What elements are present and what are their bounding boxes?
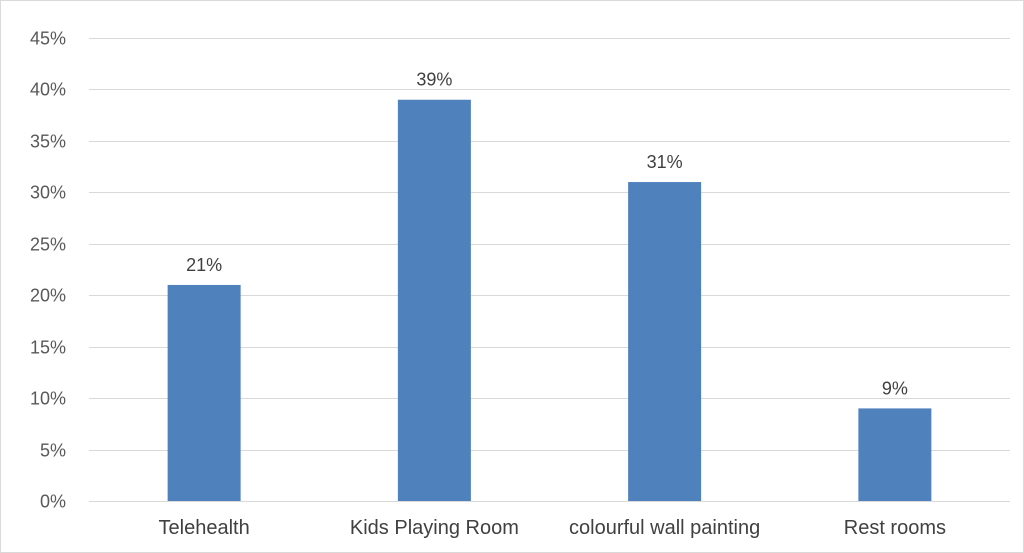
y-tick-label: 30% <box>30 183 66 203</box>
data-label: 39% <box>416 70 452 90</box>
data-label: 21% <box>186 255 222 275</box>
y-tick-label: 10% <box>30 389 66 409</box>
y-tick-label: 15% <box>30 338 66 358</box>
x-category-label: colourful wall painting <box>569 517 760 539</box>
x-category-label: Telehealth <box>159 517 250 539</box>
x-category-label: Kids Playing Room <box>350 517 519 539</box>
data-labels: 21% 39% 31% 9% <box>186 70 908 399</box>
y-tick-label: 35% <box>30 132 66 152</box>
y-tick-label: 40% <box>30 80 66 100</box>
y-tick-label: 25% <box>30 235 66 255</box>
data-label: 9% <box>882 378 908 398</box>
y-tick-label: 45% <box>30 29 66 49</box>
bar <box>397 99 471 501</box>
gridlines <box>89 38 1010 502</box>
x-category-label: Rest rooms <box>844 517 946 539</box>
bars <box>167 99 932 502</box>
bar <box>167 284 241 501</box>
data-label: 31% <box>647 152 683 172</box>
y-tick-label: 0% <box>40 492 66 512</box>
y-axis-ticks: 0% 5% 10% 15% 20% 25% 30% 35% 40% 45% <box>30 29 66 512</box>
bar <box>628 182 702 502</box>
bar <box>858 408 932 501</box>
y-tick-label: 20% <box>30 286 66 306</box>
x-axis-categories: Telehealth Kids Playing Room colourful wal… <box>159 517 946 539</box>
y-tick-label: 5% <box>40 441 66 461</box>
